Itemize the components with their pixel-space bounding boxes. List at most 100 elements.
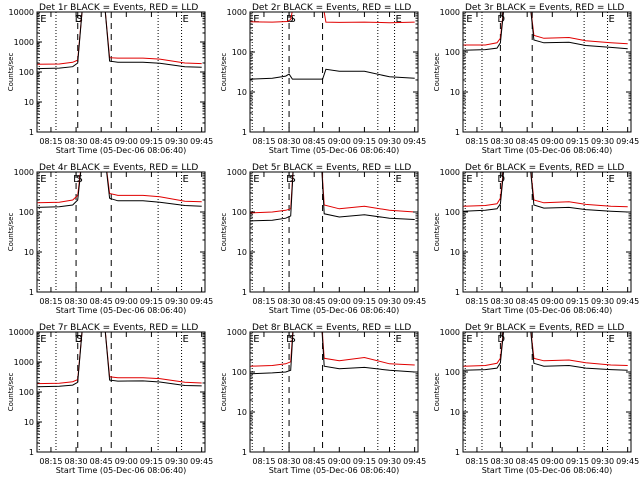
y-tick-label: 100	[232, 368, 247, 377]
y-tick-label: 1000	[14, 358, 34, 367]
panel-title: Det 7r BLACK = Events, RED = LLD	[39, 323, 198, 333]
time-marker-label: S	[289, 14, 295, 25]
x-tick-label: 08:45	[90, 137, 113, 146]
plot-frame	[249, 171, 419, 293]
time-marker-label: E	[183, 334, 189, 345]
x-tick-label: 08:15	[465, 297, 488, 306]
y-axis-label: Counts/sec	[433, 213, 441, 252]
y-axis-label: Counts/sec	[220, 53, 228, 92]
x-tick-label: 09:15	[566, 457, 589, 466]
x-tick-label: 09:15	[140, 457, 163, 466]
x-tick-label: 09:00	[328, 457, 351, 466]
x-tick-label: 09:45	[190, 137, 213, 146]
x-tick-label: 09:15	[353, 137, 376, 146]
events-series-line	[37, 172, 202, 208]
events-series-line	[37, 12, 202, 70]
x-tick-label: 08:15	[252, 137, 275, 146]
x-axis-label: Start Time (05-Dec-06 08:06:40)	[269, 466, 400, 475]
time-marker-label: E	[396, 14, 402, 25]
plot-frame	[462, 171, 632, 293]
x-tick-label: 08:30	[491, 137, 514, 146]
x-tick-label: 09:45	[190, 457, 213, 466]
panel-title: Det 6r BLACK = Events, RED = LLD	[465, 163, 624, 173]
x-tick-label: 09:00	[328, 137, 351, 146]
y-tick-label: 100	[19, 388, 34, 397]
x-tick-label: 08:30	[65, 297, 88, 306]
events-series-line	[250, 332, 415, 375]
lld-series-line	[463, 172, 628, 208]
y-tick-label: 1	[242, 448, 247, 457]
time-marker-label: D	[497, 334, 505, 345]
lld-series-line	[250, 172, 415, 214]
x-tick-label: 09:30	[591, 137, 614, 146]
time-marker-label: S	[76, 334, 82, 345]
x-tick-label: 08:15	[252, 297, 275, 306]
x-axis-label: Start Time (05-Dec-06 08:06:40)	[56, 466, 187, 475]
time-marker-label: E	[466, 14, 472, 25]
time-marker-label: E	[396, 174, 402, 185]
time-marker-label: D	[497, 14, 505, 25]
y-tick-label: 1	[242, 128, 247, 137]
x-tick-label: 08:30	[65, 137, 88, 146]
time-marker-label: E	[396, 334, 402, 345]
x-tick-label: 09:15	[140, 297, 163, 306]
time-marker-label: E	[609, 174, 615, 185]
time-marker-label: E	[40, 334, 46, 345]
x-tick-label: 08:30	[278, 457, 301, 466]
x-tick-label: 08:45	[303, 297, 326, 306]
y-tick-label: 100	[445, 368, 460, 377]
x-tick-label: 08:15	[39, 137, 62, 146]
plot-frame	[462, 331, 632, 453]
x-tick-label: 08:30	[491, 457, 514, 466]
lld-series-line	[250, 332, 415, 367]
x-tick-label: 09:30	[165, 297, 188, 306]
x-tick-label: 08:15	[465, 137, 488, 146]
x-axis-label: Start Time (05-Dec-06 08:06:40)	[482, 306, 613, 315]
y-axis-label: Counts/sec	[433, 53, 441, 92]
y-tick-label: 1	[455, 128, 460, 137]
x-tick-label: 08:45	[516, 297, 539, 306]
x-tick-label: 09:30	[591, 457, 614, 466]
y-tick-label: 100	[232, 208, 247, 217]
plot-frame	[249, 331, 419, 453]
time-marker-label: D	[73, 174, 81, 185]
panel-title: Det 5r BLACK = Events, RED = LLD	[252, 163, 411, 173]
time-marker-label: E	[40, 14, 46, 25]
y-tick-label: 1	[29, 448, 34, 457]
y-tick-label: 10	[450, 248, 460, 257]
x-tick-label: 09:00	[541, 297, 564, 306]
y-tick-label: 10000	[9, 328, 34, 337]
y-axis-label: Counts/sec	[7, 53, 15, 92]
x-tick-label: 09:00	[115, 297, 138, 306]
panel-title: Det 1r BLACK = Events, RED = LLD	[39, 3, 198, 13]
time-marker-label: E	[253, 174, 259, 185]
x-tick-label: 08:30	[491, 297, 514, 306]
y-tick-label: 100	[445, 48, 460, 57]
y-tick-label: 1	[242, 288, 247, 297]
plot-frame	[36, 11, 206, 133]
y-tick-label: 1	[29, 288, 34, 297]
x-tick-label: 08:30	[278, 297, 301, 306]
y-tick-label: 1000	[14, 38, 34, 47]
y-axis-label: Counts/sec	[220, 213, 228, 252]
x-tick-label: 09:15	[566, 297, 589, 306]
x-tick-label: 09:45	[616, 137, 639, 146]
x-tick-label: 08:30	[278, 137, 301, 146]
x-tick-label: 09:45	[403, 297, 426, 306]
time-marker-label: E	[466, 174, 472, 185]
y-tick-label: 1000	[440, 168, 460, 177]
y-tick-label: 100	[19, 208, 34, 217]
y-tick-label: 10000	[9, 8, 34, 17]
lld-series-line	[463, 332, 628, 367]
y-axis-label: Counts/sec	[433, 373, 441, 412]
y-tick-label: 100	[232, 48, 247, 57]
x-tick-label: 09:45	[616, 457, 639, 466]
time-marker-label: E	[466, 334, 472, 345]
x-tick-label: 08:45	[516, 457, 539, 466]
y-tick-label: 1	[455, 448, 460, 457]
x-tick-label: 09:30	[378, 297, 401, 306]
